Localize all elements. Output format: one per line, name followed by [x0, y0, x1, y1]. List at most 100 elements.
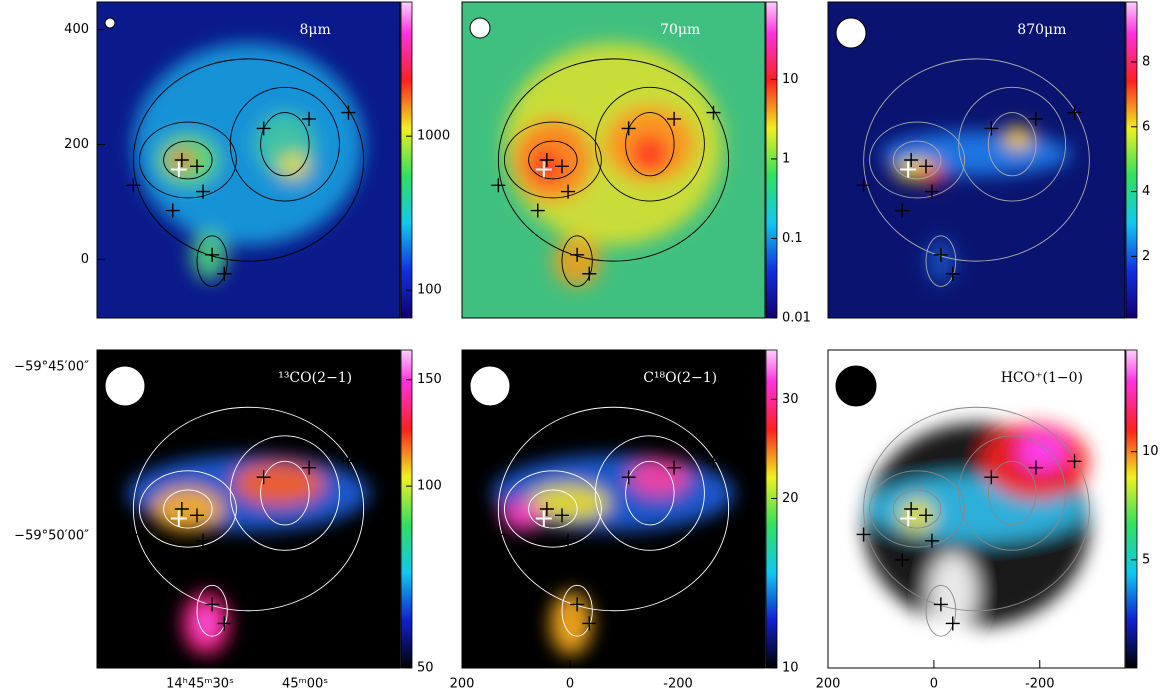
beam: [104, 17, 116, 29]
colorbar-tick-label: 1000: [417, 129, 450, 144]
panel-frame: [461, 349, 766, 669]
source-cross: [554, 508, 569, 523]
panel: C¹⁸O(2−1) 200 0 -200 10 20 30: [450, 349, 799, 692]
emission-blob: [631, 134, 669, 173]
panel-title: 70μm: [660, 22, 700, 38]
source-cross: [535, 510, 552, 527]
contour: [958, 86, 1067, 202]
map-image: [97, 350, 400, 668]
panel-frame: [461, 1, 766, 319]
colorbar-tick-label: 10: [782, 661, 799, 676]
y-tick-label: 0: [81, 252, 89, 267]
source-cross: [933, 247, 948, 262]
source-cross: [1067, 454, 1082, 469]
contour: [625, 460, 675, 526]
source-cross: [919, 508, 934, 523]
panel: 70μm 0.01 0.1 1 10: [461, 1, 811, 326]
source-cross: [341, 105, 356, 120]
source-cross: [256, 121, 271, 136]
source-cross: [900, 510, 917, 527]
emission: [863, 423, 1090, 630]
source-cross: [984, 121, 999, 136]
beam: [469, 365, 511, 407]
x-tick-label: 200: [450, 677, 475, 692]
panel-frame: [827, 349, 1126, 669]
source-cross: [174, 153, 189, 167]
panel: HCO⁺(1−0) 200 0 -200 5 10: [816, 349, 1159, 692]
emission-blob: [233, 461, 325, 506]
panel: 870μm 2 4 6 8: [827, 1, 1150, 319]
x-tick-label: 45ᵐ00ˢ: [282, 677, 328, 692]
map-image: [97, 2, 400, 318]
emission: [133, 43, 364, 281]
contour: [196, 584, 228, 637]
contour: [594, 435, 705, 551]
x-tick-label: 0: [566, 677, 574, 692]
colorbar: [765, 1, 778, 319]
panel-title: 8μm: [300, 22, 331, 38]
colorbar: [765, 349, 778, 669]
y-tick-label: 200: [64, 137, 89, 152]
source-cross: [1028, 111, 1043, 126]
contour: [260, 460, 310, 526]
source-cross: [945, 616, 960, 631]
colorbar-tick-label: 20: [782, 491, 799, 506]
source-cross: [217, 616, 232, 631]
contour: [163, 489, 213, 529]
contour: [863, 406, 1090, 612]
contour: [196, 235, 228, 287]
source-cross: [582, 616, 597, 631]
x-tick-label: -200: [663, 677, 693, 692]
panel-title: 870μm: [1017, 22, 1066, 38]
contour: [892, 140, 942, 180]
source-cross: [126, 178, 141, 193]
contour: [863, 58, 1090, 262]
source-cross: [570, 597, 585, 612]
contour: [497, 406, 730, 612]
source-cross: [856, 527, 871, 542]
contour: [260, 112, 310, 177]
source-cross: [539, 502, 554, 516]
map-image: [828, 350, 1125, 668]
source-cross: [217, 266, 232, 281]
contour: [594, 86, 705, 202]
colorbar-tick-label: 10: [1142, 444, 1159, 459]
source-cross: [170, 510, 187, 527]
source-cross: [621, 470, 636, 485]
contour: [625, 112, 675, 177]
contour: [163, 140, 213, 180]
source-cross: [667, 111, 682, 126]
contour: [229, 435, 340, 551]
colorbar-tick-label: 10: [782, 72, 799, 87]
colorbar-tick-label: 0.01: [782, 311, 811, 326]
colorbar-tick-label: 30: [782, 392, 799, 407]
source-cross: [196, 533, 211, 548]
emission-blob: [196, 607, 216, 640]
map-image: [828, 2, 1125, 318]
source-cross: [491, 527, 506, 542]
emission: [492, 454, 735, 656]
colorbar-tick-label: 2: [1142, 249, 1150, 264]
x-tick-label: 200: [816, 677, 841, 692]
contour: [229, 86, 340, 202]
contour: [892, 489, 942, 529]
source-cross: [561, 533, 576, 548]
source-cross: [856, 178, 871, 193]
emission-blob: [1003, 125, 1033, 151]
contour: [987, 112, 1037, 177]
contour: [561, 584, 593, 637]
emission-blob: [920, 166, 944, 186]
source-cross: [189, 508, 204, 523]
beam: [469, 17, 491, 39]
emission-blob: [278, 153, 310, 179]
colorbar-tick-label: 8: [1142, 54, 1150, 69]
contour: [528, 140, 578, 180]
contour: [503, 121, 602, 199]
contour: [132, 58, 365, 262]
panel-title: C¹⁸O(2−1): [643, 370, 717, 386]
map-image: [462, 350, 765, 668]
source-cross: [919, 159, 934, 174]
source-cross: [165, 552, 180, 567]
colorbar-tick-label: 50: [417, 661, 434, 676]
